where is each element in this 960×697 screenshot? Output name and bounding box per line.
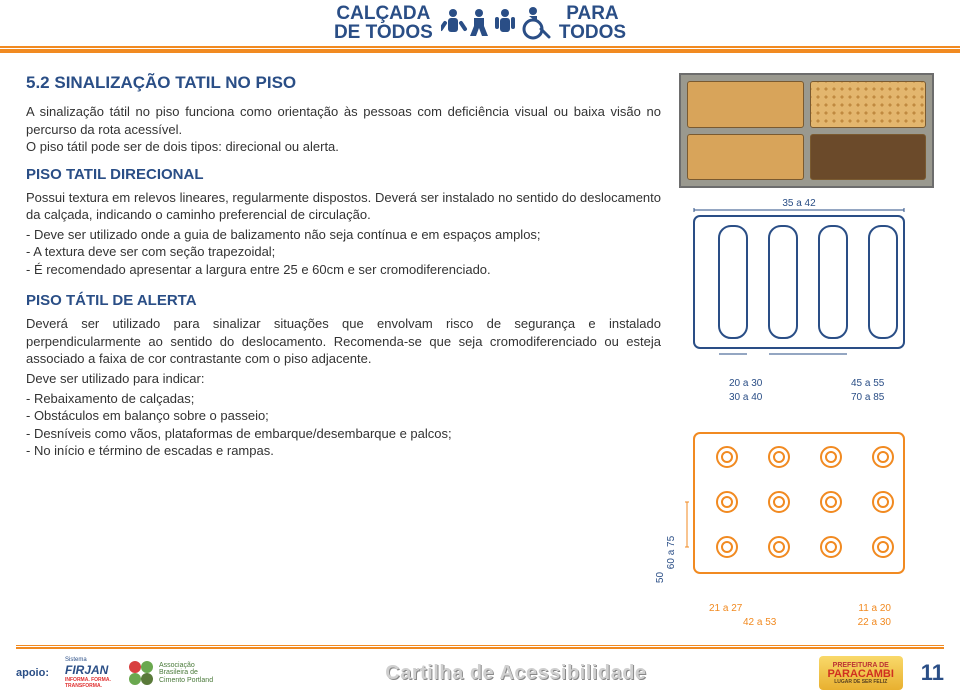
direcional-p1: Possui textura em relevos lineares, regu…	[26, 189, 661, 224]
page-footer: apoio: Sistema FIRJAN INFORMA. FORMA. TR…	[0, 645, 960, 697]
dim-label: 42 a 53	[743, 617, 776, 628]
alerta-b2: - Obstáculos em balanço sobre o passeio;	[26, 407, 661, 425]
cartilha-title: Cartilha de Acessibilidade	[223, 662, 809, 685]
header-title-right-l1: PARA	[559, 4, 626, 23]
text-column: 5.2 SINALIZAÇÃO TATIL NO PISO A sinaliza…	[26, 73, 661, 602]
tile-sample	[687, 134, 804, 181]
intro-paragraph: A sinalização tátil no piso funciona com…	[26, 103, 661, 156]
page-header: CALÇADA DE TODOS PARA TODOS	[0, 0, 960, 42]
direcional-b2: - A textura deve ser com seção trapezoid…	[26, 243, 661, 261]
abcp-text: Associação Brasileira de Cimento Portlan…	[159, 662, 213, 684]
dim-label: 50	[655, 572, 666, 583]
abcp-icon	[127, 659, 155, 687]
apoio-label: apoio:	[16, 667, 49, 679]
firjan-name: FIRJAN	[65, 663, 108, 677]
page-number: 11	[921, 660, 944, 686]
abcp-logo: Associação Brasileira de Cimento Portlan…	[127, 659, 213, 687]
main-content: 5.2 SINALIZAÇÃO TATIL NO PISO A sinaliza…	[0, 53, 960, 602]
direcional-bullets: - Deve ser utilizado onde a guia de bali…	[26, 226, 661, 279]
alerta-b3: - Desníveis como vãos, plataformas de em…	[26, 425, 661, 443]
people-icon	[441, 5, 551, 41]
header-title-left-l1: CALÇADA	[334, 4, 433, 23]
abcp-l2: Brasileira de	[159, 669, 213, 676]
alerta-title: PISO TÁTIL DE ALERTA	[26, 292, 661, 309]
tile-sample	[810, 81, 927, 128]
alerta-bullets: - Rebaixamento de calçadas; - Obstáculos…	[26, 390, 661, 460]
alerta-p1: Deverá ser utilizado para sinalizar situ…	[26, 315, 661, 368]
header-rules	[0, 46, 960, 53]
alert-diagram: 60 a 75 50 21 a 27 11 a 20 42 a 53 22 a …	[679, 427, 919, 602]
dim-label: 20 a 30	[729, 378, 762, 389]
directional-diagram: 35 a 42 20 a 30 45 a 55 30 a 40 70 a 85	[679, 202, 919, 377]
header-title-right-l2: TODOS	[559, 23, 626, 42]
dim-label: 70 a 85	[851, 392, 884, 403]
prefeitura-name: PARACAMBI	[828, 669, 894, 680]
alerta-b1: - Rebaixamento de calçadas;	[26, 390, 661, 408]
dim-label: 11 a 20	[858, 603, 891, 614]
prefeitura-sub: LUGAR DE SER FELIZ	[834, 680, 887, 685]
direcional-b1: - Deve ser utilizado onde a guia de bali…	[26, 226, 661, 244]
firjan-sub: INFORMA. FORMA. TRANSFORMA.	[65, 677, 117, 689]
tile-sample	[687, 81, 804, 128]
side-column: 35 a 42 20 a 30 45 a 55 30 a 40 70 a 85	[679, 73, 934, 602]
direcional-b3: - É recomendado apresentar a largura ent…	[26, 261, 661, 279]
dim-label: 60 a 75	[666, 536, 677, 569]
dim-label: 21 a 27	[709, 603, 742, 614]
dim-label: 45 a 55	[851, 378, 884, 389]
dim-label: 22 a 30	[858, 617, 891, 628]
abcp-l1: Associação	[159, 662, 213, 669]
footer-rules	[16, 645, 944, 649]
header-title-right: PARA TODOS	[559, 4, 626, 42]
tile-sample	[810, 134, 927, 181]
alerta-b4: - No início e término de escadas e rampa…	[26, 442, 661, 460]
header-title-left: CALÇADA DE TODOS	[334, 4, 433, 42]
abcp-l3: Cimento Portland	[159, 677, 213, 684]
section-title: 5.2 SINALIZAÇÃO TATIL NO PISO	[26, 73, 661, 93]
header-title-left-l2: DE TODOS	[334, 23, 433, 42]
dim-label: 30 a 40	[729, 392, 762, 403]
firjan-logo: Sistema FIRJAN INFORMA. FORMA. TRANSFORM…	[65, 659, 117, 687]
alerta-p2: Deve ser utilizado para indicar:	[26, 370, 661, 388]
prefeitura-logo: PREFEITURA DE PARACAMBI LUGAR DE SER FEL…	[819, 656, 903, 690]
footer-row: apoio: Sistema FIRJAN INFORMA. FORMA. TR…	[16, 653, 944, 693]
tactile-tiles-photo	[679, 73, 934, 188]
header-icons	[441, 5, 551, 41]
direcional-title: PISO TATIL DIRECIONAL	[26, 166, 661, 183]
dim-label: 35 a 42	[782, 198, 815, 209]
